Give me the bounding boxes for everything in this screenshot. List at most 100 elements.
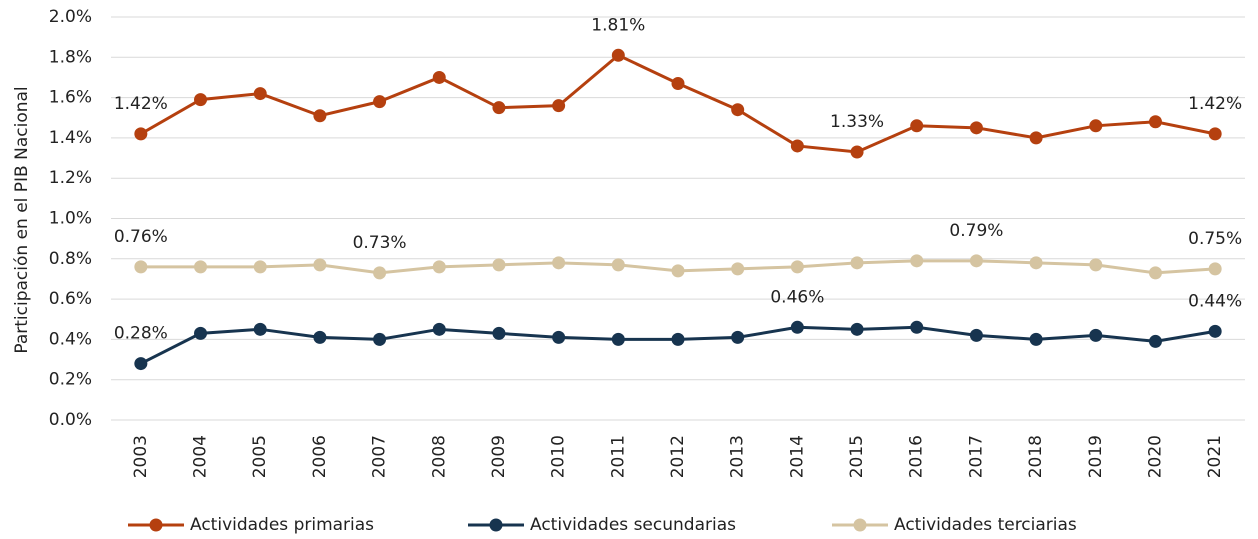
- data-label: 0.76%: [114, 227, 168, 247]
- x-tick-label: 2016: [907, 435, 927, 478]
- y-tick-label: 1.2%: [49, 168, 92, 188]
- data-point: [1089, 328, 1103, 342]
- legend-label: Actividades secundarias: [530, 515, 736, 535]
- data-point: [134, 357, 148, 371]
- data-point: [194, 93, 208, 107]
- y-tick-label: 1.6%: [49, 88, 92, 108]
- y-tick-label: 1.0%: [49, 209, 92, 229]
- data-point: [790, 260, 804, 274]
- data-point: [313, 330, 327, 344]
- legend-marker: [149, 518, 163, 532]
- data-point: [1208, 324, 1222, 338]
- data-point: [1148, 334, 1162, 348]
- data-point: [552, 99, 566, 113]
- data-point: [910, 320, 924, 334]
- data-point: [194, 260, 208, 274]
- data-label: 1.42%: [114, 94, 168, 114]
- legend-marker: [489, 518, 503, 532]
- data-point: [731, 262, 745, 276]
- data-label: 0.44%: [1188, 291, 1242, 311]
- data-point: [313, 258, 327, 272]
- data-point: [611, 258, 625, 272]
- x-tick-label: 2004: [191, 435, 211, 478]
- data-point: [850, 322, 864, 336]
- data-label: 0.75%: [1188, 229, 1242, 249]
- y-tick-label: 0.2%: [49, 370, 92, 390]
- x-tick-label: 2008: [429, 435, 449, 478]
- data-label: 1.33%: [830, 112, 884, 132]
- data-point: [134, 127, 148, 141]
- data-point: [432, 322, 446, 336]
- data-point: [969, 254, 983, 268]
- data-point: [1208, 262, 1222, 276]
- x-tick-label: 2005: [250, 435, 270, 478]
- data-point: [790, 320, 804, 334]
- data-point: [671, 76, 685, 90]
- x-tick-label: 2017: [966, 435, 986, 478]
- data-label: 1.42%: [1188, 94, 1242, 114]
- x-tick-label: 2010: [549, 435, 569, 478]
- data-point: [313, 109, 327, 123]
- x-tick-label: 2007: [370, 435, 390, 478]
- x-tick-label: 2011: [608, 435, 628, 478]
- data-point: [731, 103, 745, 117]
- data-point: [432, 70, 446, 84]
- y-tick-label: 0.8%: [49, 249, 92, 269]
- data-point: [671, 264, 685, 278]
- data-point: [1029, 256, 1043, 270]
- data-point: [492, 258, 506, 272]
- data-point: [253, 260, 267, 274]
- y-tick-label: 0.4%: [49, 329, 92, 349]
- data-label: 0.46%: [770, 287, 824, 307]
- data-point: [850, 256, 864, 270]
- data-point: [492, 326, 506, 340]
- data-point: [790, 139, 804, 153]
- data-label: 0.73%: [353, 233, 407, 253]
- data-point: [1089, 119, 1103, 133]
- data-point: [671, 332, 685, 346]
- x-tick-label: 2006: [310, 435, 330, 478]
- x-tick-label: 2019: [1086, 435, 1106, 478]
- legend-marker: [853, 518, 867, 532]
- x-tick-label: 2009: [489, 435, 509, 478]
- data-point: [969, 121, 983, 135]
- legend-label: Actividades primarias: [190, 515, 374, 535]
- data-point: [731, 330, 745, 344]
- data-point: [253, 87, 267, 101]
- data-point: [1029, 131, 1043, 145]
- data-point: [611, 332, 625, 346]
- data-point: [373, 95, 387, 109]
- data-point: [1029, 332, 1043, 346]
- y-axis-title: Participación en el PIB Nacional: [12, 86, 32, 353]
- y-tick-label: 1.8%: [49, 47, 92, 67]
- y-tick-label: 1.4%: [49, 128, 92, 148]
- data-point: [910, 119, 924, 133]
- data-point: [611, 48, 625, 62]
- data-point: [194, 326, 208, 340]
- y-tick-label: 0.0%: [49, 410, 92, 430]
- x-tick-label: 2015: [847, 435, 867, 478]
- data-point: [253, 322, 267, 336]
- data-point: [1148, 115, 1162, 129]
- data-point: [492, 101, 506, 115]
- legend-label: Actividades terciarias: [894, 515, 1077, 535]
- data-point: [969, 328, 983, 342]
- data-label: 1.81%: [591, 15, 645, 35]
- data-point: [1208, 127, 1222, 141]
- data-point: [552, 330, 566, 344]
- x-tick-label: 2003: [131, 435, 151, 478]
- data-point: [1148, 266, 1162, 280]
- data-point: [910, 254, 924, 268]
- y-tick-label: 2.0%: [49, 7, 92, 27]
- x-tick-label: 2018: [1026, 435, 1046, 478]
- data-point: [373, 266, 387, 280]
- x-tick-label: 2013: [728, 435, 748, 478]
- y-tick-label: 0.6%: [49, 289, 92, 309]
- data-point: [432, 260, 446, 274]
- x-tick-label: 2014: [787, 435, 807, 478]
- data-point: [850, 145, 864, 159]
- data-label: 0.28%: [114, 324, 168, 344]
- data-point: [552, 256, 566, 270]
- data-point: [1089, 258, 1103, 272]
